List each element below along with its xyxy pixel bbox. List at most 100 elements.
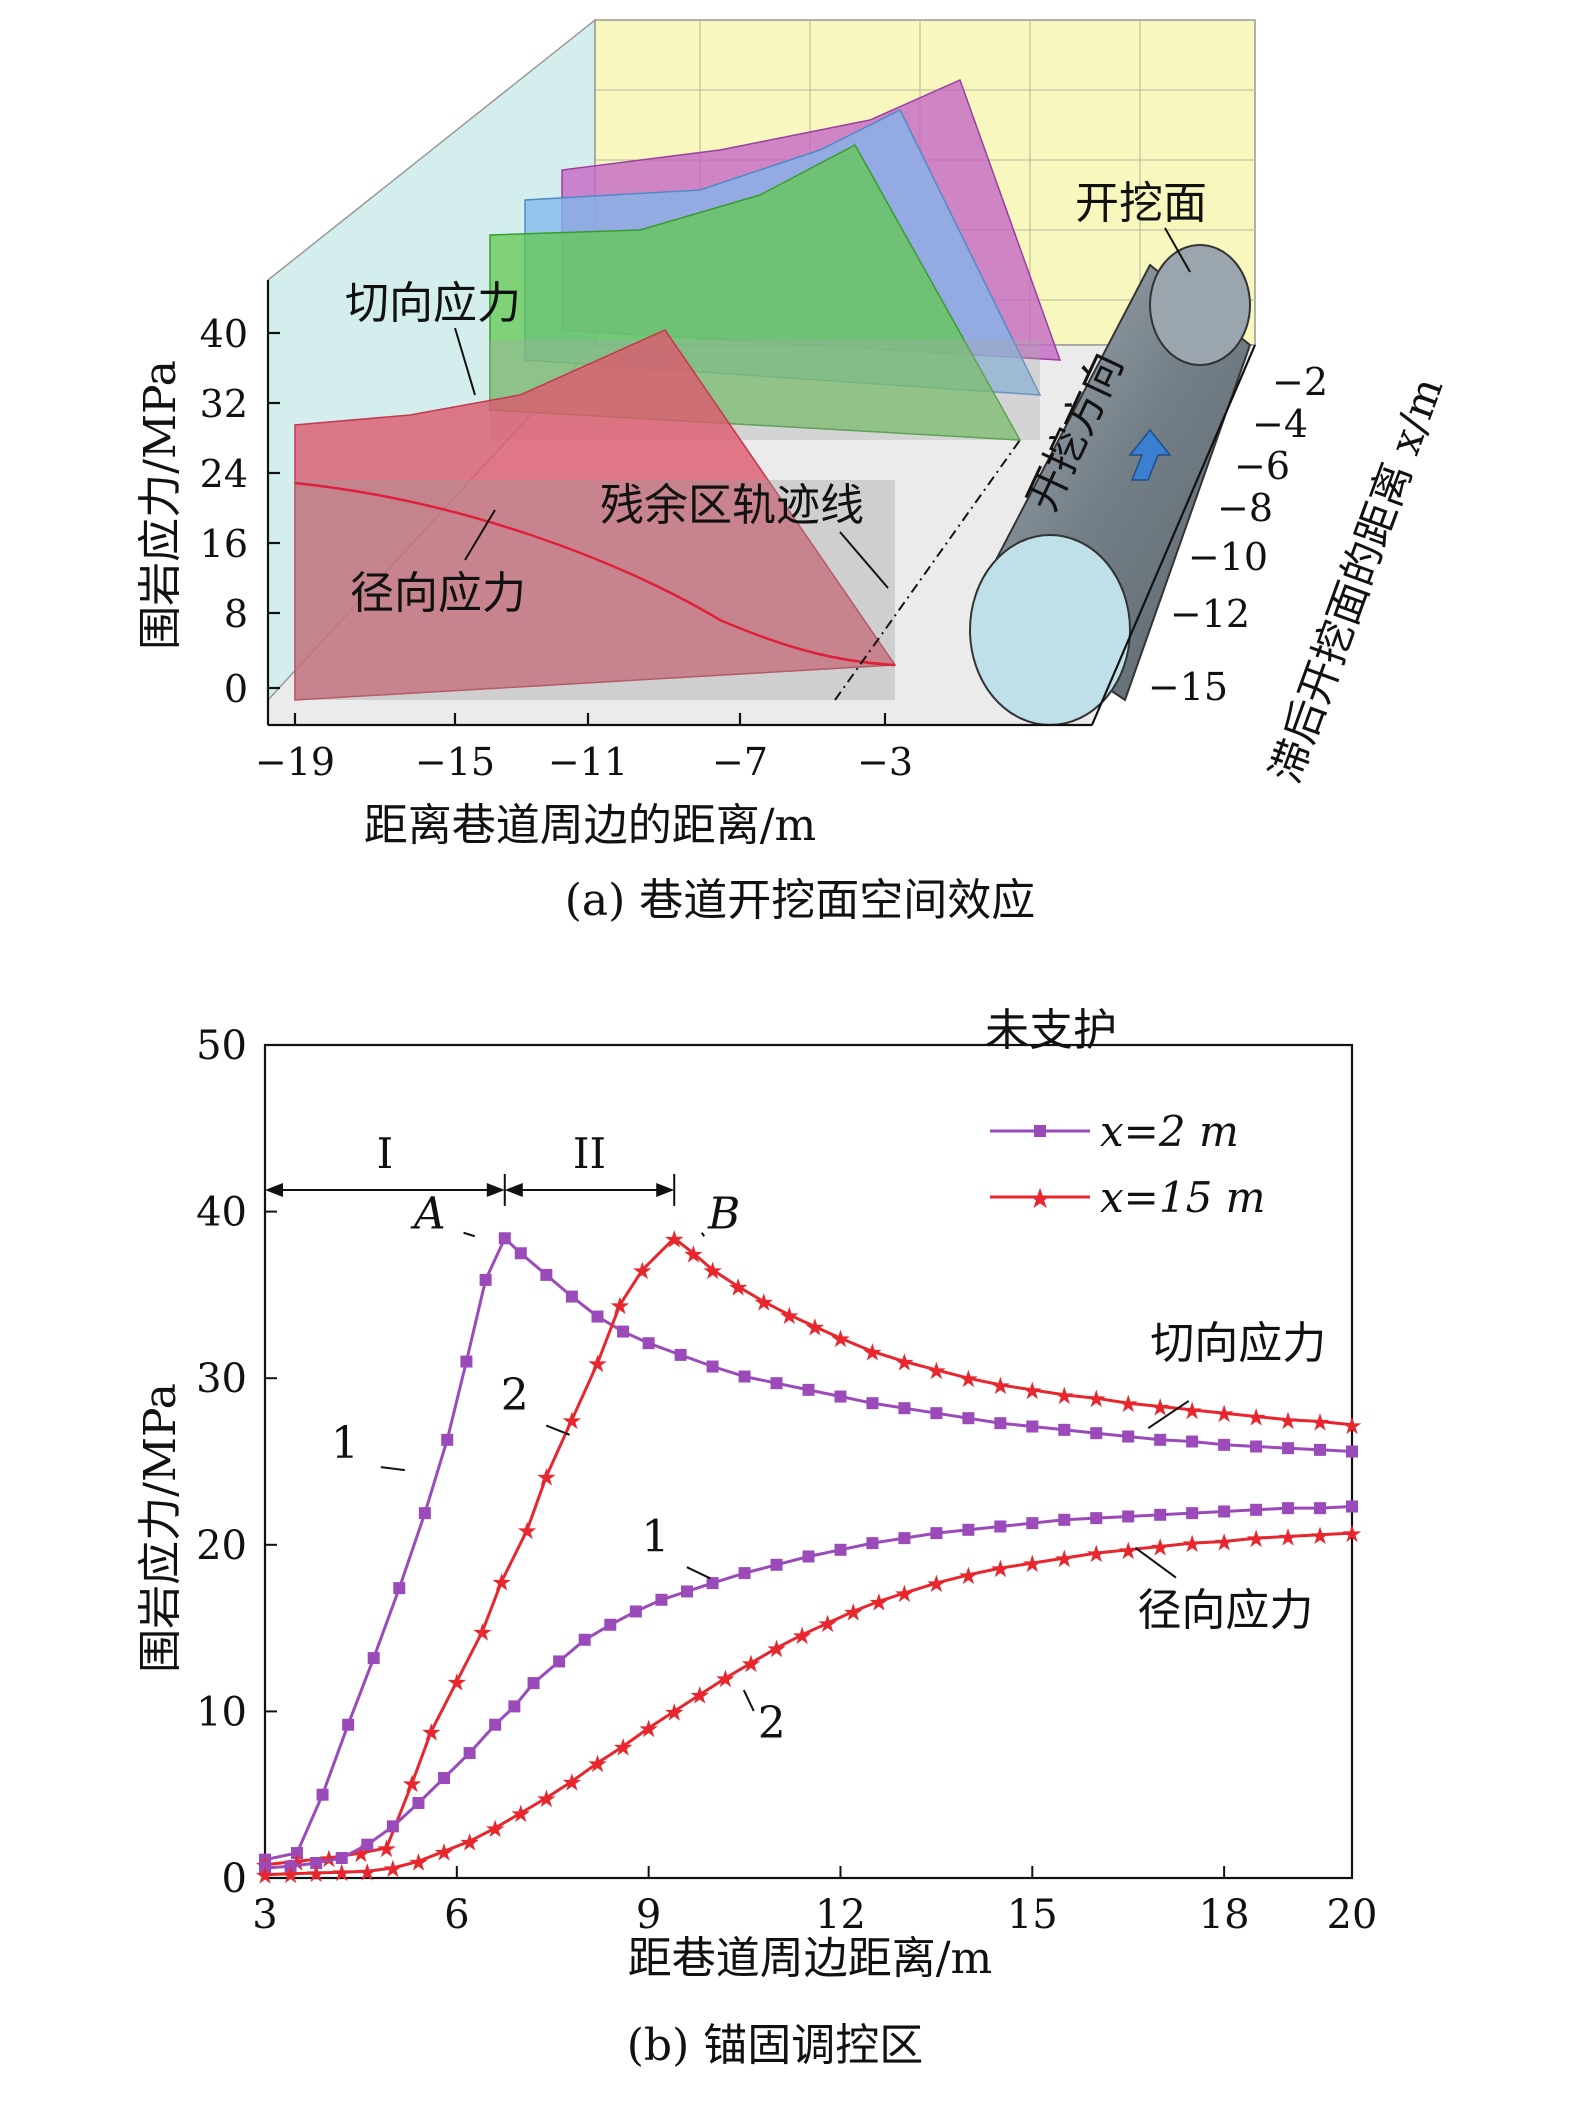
series-point-2: ★: [1245, 1404, 1267, 1432]
series-point-4: ★: [715, 1665, 737, 1693]
series-point-3: [508, 1700, 521, 1713]
series-point-3: [1122, 1510, 1135, 1523]
series-point-3: [655, 1593, 668, 1606]
z-tick: −8: [1217, 486, 1273, 530]
series-point-4: ★: [561, 1768, 583, 1796]
x-tick: −19: [255, 740, 335, 784]
annotation-leader: [1134, 1547, 1177, 1579]
y-tick: 0: [224, 667, 248, 711]
series-point-3: [1090, 1512, 1103, 1525]
y-axis-title-b: 围岩应力/MPa: [135, 1383, 186, 1673]
series-point-2: ★: [753, 1289, 775, 1317]
z-tick: −10: [1188, 535, 1268, 579]
series-point-2: ★: [631, 1257, 653, 1285]
series-point-1: [1282, 1442, 1295, 1455]
series-point-3: [1186, 1507, 1199, 1520]
series-point-4: ★: [1117, 1537, 1139, 1565]
series-point-2: ★: [804, 1314, 826, 1342]
series-point-1: [674, 1348, 687, 1361]
series-point-4: ★: [766, 1635, 788, 1663]
series-point-2: ★: [1341, 1412, 1363, 1440]
series-point-3: [438, 1772, 451, 1785]
region-label-2: II: [573, 1129, 606, 1178]
series-point-3: [629, 1605, 642, 1618]
series-point-1: [617, 1325, 630, 1338]
y-tick: 32: [200, 382, 248, 426]
series-point-1: [393, 1582, 406, 1595]
annotation-label: 2: [501, 1370, 529, 1421]
series-point-4: ★: [1309, 1522, 1331, 1550]
series-point-2: ★: [1309, 1409, 1331, 1437]
y-tick-label: 30: [196, 1356, 247, 1402]
series-point-3: [578, 1633, 591, 1646]
series-point-3: [706, 1577, 719, 1590]
z-tick: −6: [1234, 444, 1290, 488]
series-point-3: [930, 1527, 943, 1540]
series-point-4: ★: [1277, 1523, 1299, 1551]
x-axis-title-a: 距离巷道周边的距离/m: [364, 800, 817, 851]
x-tick-label: 6: [444, 1892, 469, 1938]
y-tick: 8: [224, 592, 248, 636]
series-point-1: [565, 1290, 578, 1303]
label-radial: 径向应力: [350, 568, 526, 619]
series-point-2: ★: [990, 1372, 1012, 1400]
series-point-4: ★: [1245, 1525, 1267, 1553]
series-point-1: [866, 1397, 879, 1410]
series-point-3: [335, 1852, 348, 1865]
annotation-leader: [742, 1689, 755, 1712]
series-point-4: ★: [510, 1800, 532, 1828]
series-point-1: [367, 1652, 380, 1665]
annotation-leader: [1147, 1400, 1190, 1429]
series-point-1: [498, 1232, 511, 1245]
y-tick-label: 40: [196, 1190, 247, 1236]
x-tick: −3: [857, 740, 913, 784]
annotation-leader: [545, 1424, 571, 1436]
series-point-3: [1058, 1513, 1071, 1526]
series-point-4: ★: [689, 1682, 711, 1710]
series-point-1: [316, 1788, 329, 1801]
series-point-3: [259, 1862, 271, 1875]
series-point-2: ★: [561, 1407, 583, 1435]
series-point-1: [540, 1268, 553, 1281]
series-point-2: ★: [587, 1350, 609, 1378]
series-point-2: ★: [1054, 1382, 1076, 1410]
series-point-1: [441, 1433, 454, 1446]
series-point-4: ★: [331, 1859, 353, 1887]
series-point-2: ★: [1213, 1400, 1235, 1428]
series-point-4: ★: [459, 1828, 481, 1856]
series-point-3: [553, 1655, 566, 1668]
annotation-label: 切向应力: [1150, 1318, 1326, 1369]
series-point-2: ★: [1149, 1394, 1171, 1422]
leader-tangential: [454, 327, 476, 396]
series-point-4: ★: [433, 1838, 455, 1866]
series-point-4: ★: [1149, 1533, 1171, 1561]
series-point-1: [460, 1355, 473, 1368]
series-point-1: [834, 1390, 847, 1403]
panel-a-figure: 40 32 24 16 8 0 −19 −15 −11 −7 −3 −2 −4 …: [135, 18, 1452, 926]
series-point-4: ★: [1213, 1528, 1235, 1556]
series-point-1: [342, 1718, 355, 1731]
series-point-3: [527, 1677, 540, 1690]
series-point-1: [994, 1417, 1007, 1430]
y-tick-label: 0: [222, 1856, 247, 1902]
series-point-4: ★: [926, 1570, 948, 1598]
series-point-4: ★: [612, 1733, 634, 1761]
series-point-3: [412, 1797, 425, 1810]
region-arrowhead-left: [504, 1182, 523, 1197]
series-point-3: [802, 1550, 815, 1563]
series-point-4: ★: [1022, 1550, 1044, 1578]
series-point-4: ★: [280, 1861, 302, 1889]
series-point-3: [770, 1558, 783, 1571]
series-point-2: ★: [830, 1325, 852, 1353]
series-point-2: ★: [609, 1292, 631, 1320]
series-point-4: ★: [791, 1622, 813, 1650]
series-point-4: ★: [638, 1715, 660, 1743]
y-axis-title-a: 围岩应力/MPa: [135, 360, 186, 650]
series-point-2: ★: [516, 1517, 538, 1545]
legend-entry-2: x=15 m: [1100, 1173, 1266, 1222]
z-tick-labels-a: −2 −4 −6 −8 −10 −12 −15: [1148, 360, 1328, 709]
series-point-1: [290, 1847, 303, 1860]
series-point-1: [1346, 1445, 1358, 1458]
series-point-3: [386, 1820, 399, 1833]
